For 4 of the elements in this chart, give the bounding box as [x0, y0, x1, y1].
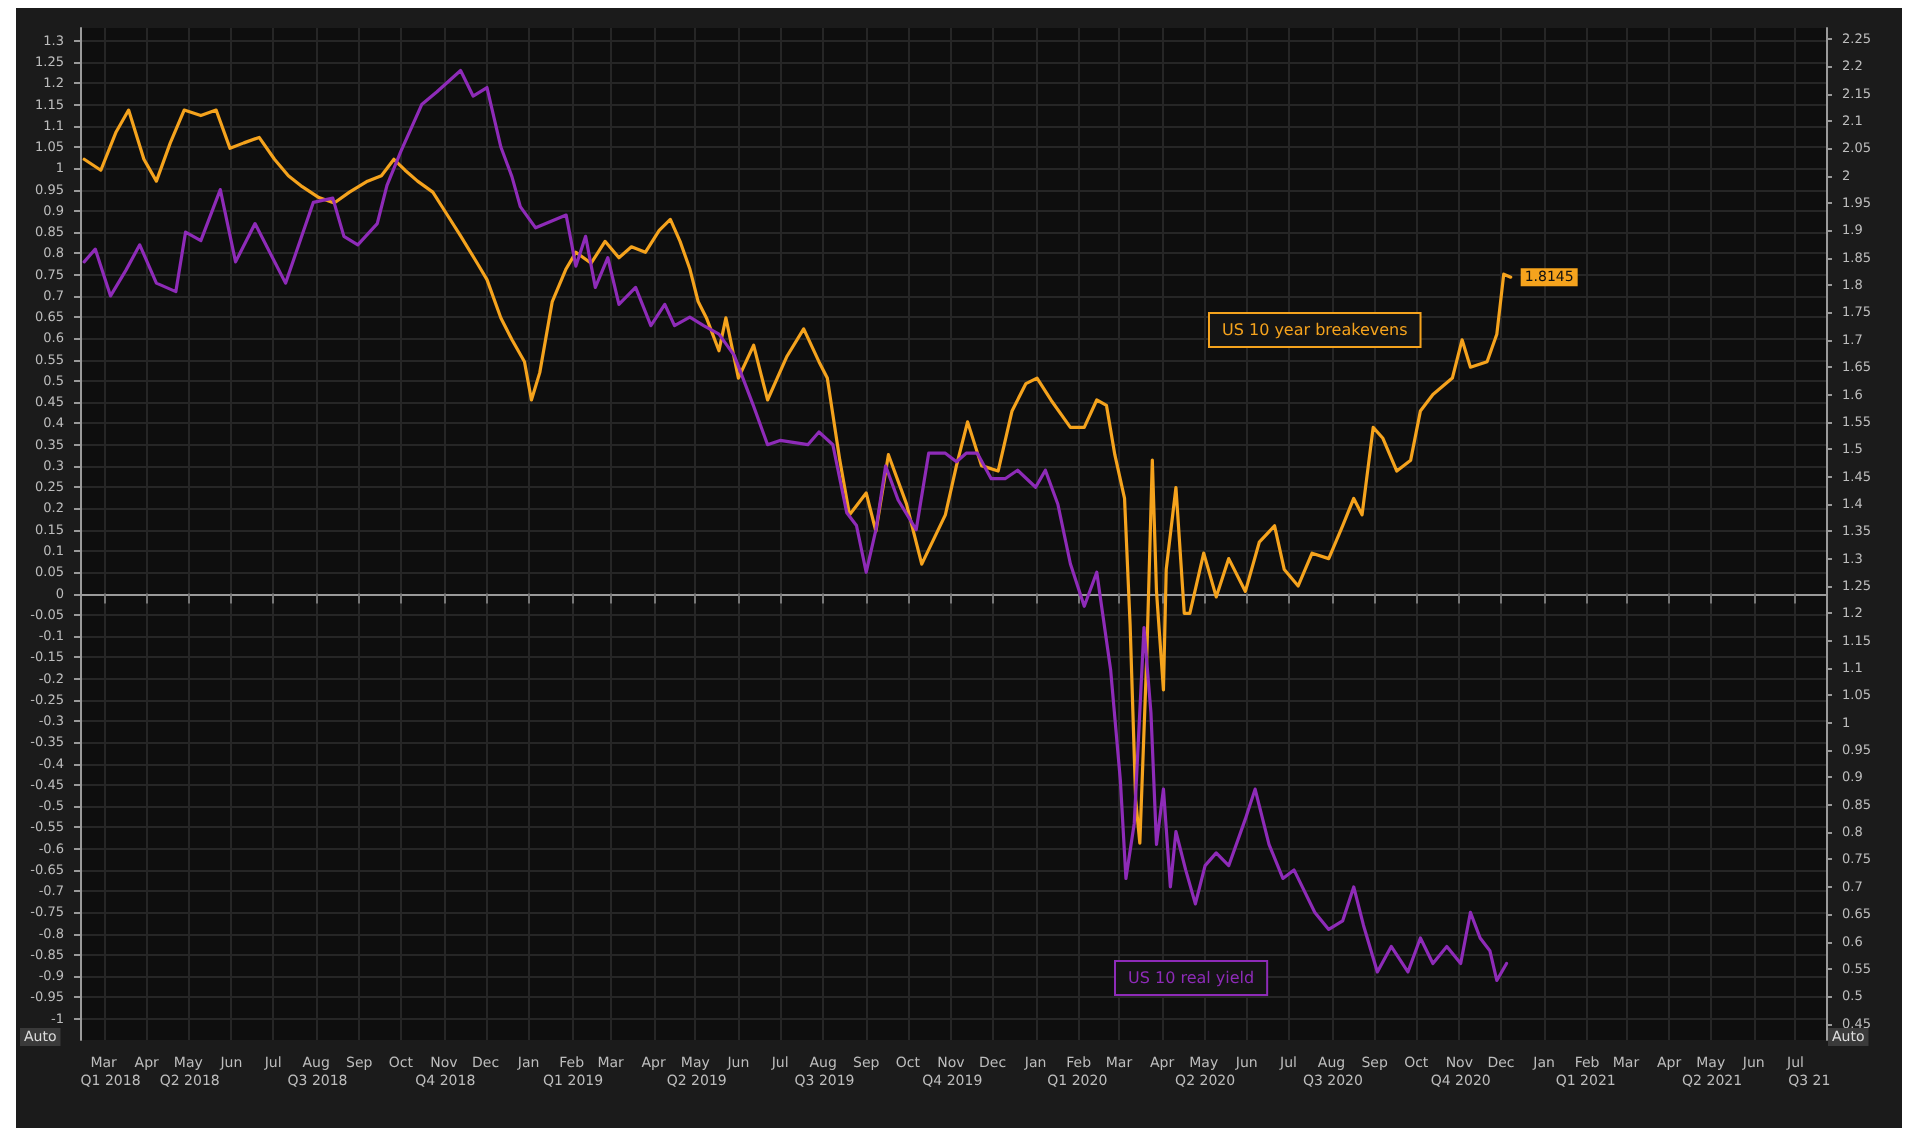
text: US 10 year breakevens: [1222, 321, 1408, 339]
line-series: [82, 108, 1513, 845]
line-series: [82, 68, 1509, 983]
text: US 10 real yield: [1128, 969, 1255, 987]
